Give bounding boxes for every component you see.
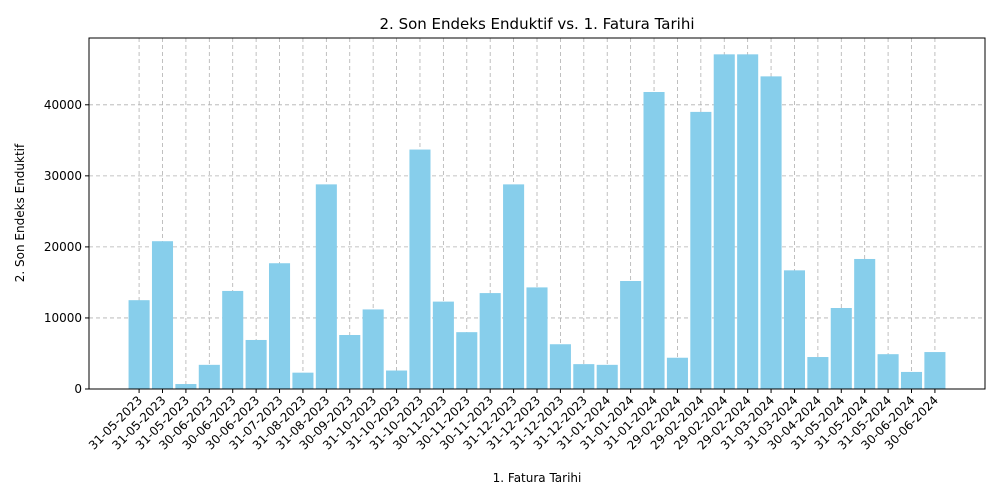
bar [479,293,501,389]
bar [877,354,899,389]
bar [690,111,712,389]
bar [620,281,642,389]
bar [666,357,688,389]
y-tick-label: 10000 [44,311,82,325]
bar [549,344,571,389]
bar [268,263,291,389]
y-axis-label: 2. Son Endeks Enduktif [13,143,27,282]
x-axis-label: 1. Fatura Tarihi [493,471,582,485]
y-tick-label: 40000 [44,98,82,112]
y-tick-label: 30000 [44,169,82,183]
bar [526,287,548,389]
bar [503,184,525,389]
bar [456,332,478,389]
bar [924,352,946,389]
bar [175,384,197,389]
y-tick-label: 20000 [44,240,82,254]
plot-frame [88,37,986,390]
bar [222,290,244,389]
bar [854,258,876,389]
bar [315,184,337,389]
bar [151,241,174,389]
bar [760,76,782,390]
bar [339,335,361,389]
bar [643,92,665,389]
bar [737,54,759,390]
bar [198,364,220,389]
bar [128,300,150,389]
bar [386,370,408,389]
bar [362,309,384,389]
bar [245,339,267,389]
bar [596,364,618,389]
bar [713,54,735,390]
bar [409,149,431,389]
bar [783,270,806,389]
y-tick-label: 0 [74,382,82,396]
chart-title: 2. Son Endeks Enduktif vs. 1. Fatura Tar… [380,15,695,33]
bar [432,301,454,389]
bar [830,308,852,389]
bar [900,371,923,389]
bar [573,364,595,389]
bar [292,372,314,389]
bar [807,357,829,389]
